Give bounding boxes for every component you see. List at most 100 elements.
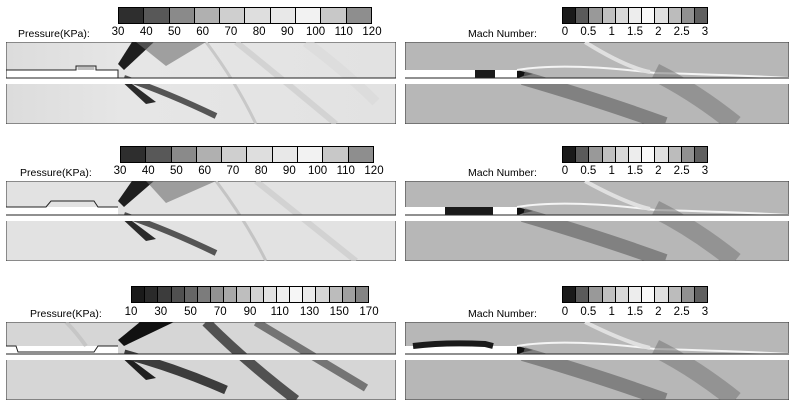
mach-label-1: Mach Number: [468,28,537,40]
colorbar-cell [655,8,669,23]
colorbar-tick-label: 10 [124,306,138,318]
colorbar-tick-label: 1 [608,26,615,38]
mach-ticks-1: 0 0.5 1 1.5 2 2.5 3 [562,26,709,40]
colorbar-cell [303,287,317,302]
colorbar-cell [655,287,669,302]
pressure-panel-1: Pressure(KPa): 30 40 50 60 70 80 90 100 110 120 [0,0,400,133]
colorbar-cell [323,147,349,162]
colorbar-cell [655,147,669,162]
colorbar-cell [146,147,172,162]
colorbar-tick-label: 2.5 [673,165,690,177]
colorbar-cell [222,147,248,162]
pressure-ticks-1: 30 40 50 60 70 80 90 100 110 120 [112,26,382,40]
mach-ticks-2: 0 0.5 1 1.5 2 2.5 3 [561,165,709,179]
mach-colorbar-3 [562,286,708,303]
colorbar-tick-label: 2 [655,306,662,318]
colorbar-tick-label: 40 [141,165,155,177]
colorbar-cell [119,8,145,23]
pressure-panel-2: Pressure(KPa): 30 40 50 60 70 80 90 100 110 120 [0,133,400,266]
colorbar-cell [171,147,197,162]
colorbar-cell [158,287,172,302]
mach-panel-2: Mach Number: 0 0.5 1 1.5 2 2.5 3 [400,133,789,266]
colorbar-cell [197,287,212,302]
colorbar-tick-label: 1.5 [627,26,643,38]
colorbar-tick-label: 110 [336,165,355,177]
colorbar-tick-label: 30 [111,26,125,38]
colorbar-tick-label: 0.5 [580,26,597,38]
colorbar-tick-label: 0.5 [580,165,597,177]
colorbar-tick-label: 170 [359,306,379,318]
colorbar-cell [245,8,271,23]
colorbar-cell [576,147,590,162]
colorbar-tick-label: 120 [362,26,382,38]
pressure-label-2: Pressure(KPa): [20,167,92,179]
colorbar-cell [144,8,170,23]
colorbar-cell [329,287,343,302]
colorbar-cell [602,147,616,162]
colorbar-tick-label: 3 [701,165,709,177]
colorbar-cell [276,287,291,302]
colorbar-tick-label: 0 [561,165,569,177]
pressure-colorbar-1 [118,7,372,24]
colorbar-tick-label: 1.5 [627,165,643,177]
colorbar-cell [642,147,656,162]
colorbar-cell [250,287,264,302]
colorbar-cell [316,287,330,302]
colorbar-tick-label: 80 [254,165,268,177]
colorbar-tick-label: 50 [168,26,181,38]
colorbar-tick-label: 50 [170,165,183,177]
pressure-colorbar-3 [131,286,369,303]
colorbar-tick-label: 30 [154,306,168,318]
mach-colorbar-1 [562,7,708,24]
mach-label-3: Mach Number: [468,308,537,320]
colorbar-tick-label: 70 [226,165,240,177]
colorbar-cell [342,287,356,302]
colorbar-cell [576,8,590,23]
pressure-field-2 [6,181,396,261]
colorbar-tick-label: 2 [655,26,662,38]
colorbar-tick-label: 80 [252,26,266,38]
colorbar-tick-label: 2.5 [673,26,690,38]
colorbar-tick-label: 50 [184,306,197,318]
pressure-ticks-3: 10 30 50 70 90 110 130 150 170 [125,306,379,320]
colorbar-tick-label: 0.5 [580,306,597,318]
colorbar-tick-label: 3 [701,306,709,318]
pressure-colorbar-2 [120,146,374,163]
colorbar-cell [220,8,246,23]
colorbar-cell [628,147,643,162]
pressure-field-3 [6,322,396,400]
colorbar-cell [263,287,277,302]
colorbar-cell [681,287,695,302]
colorbar-tick-label: 2 [655,165,662,177]
colorbar-cell [321,8,347,23]
colorbar-cell [694,147,708,162]
colorbar-cell [694,287,708,302]
colorbar-cell [668,8,682,23]
colorbar-cell [145,287,159,302]
colorbar-cell [290,287,304,302]
colorbar-cell [272,147,299,162]
pressure-label-1: Pressure(KPa): [18,28,90,40]
colorbar-cell [171,287,185,302]
colorbar-tick-label: 90 [282,165,296,177]
colorbar-cell [681,8,695,23]
colorbar-tick-label: 60 [196,26,210,38]
colorbar-cell [615,8,629,23]
colorbar-tick-label: 110 [334,26,353,38]
colorbar-cell [589,8,603,23]
colorbar-tick-label: 3 [701,26,709,38]
colorbar-cell [121,147,147,162]
colorbar-tick-label: 0 [561,306,569,318]
colorbar-cell [668,147,682,162]
colorbar-tick-label: 90 [280,26,294,38]
colorbar-cell [247,147,273,162]
mach-panel-3: Mach Number: 0 0.5 1 1.5 2 2.5 3 [400,266,789,400]
colorbar-cell [576,287,590,302]
colorbar-tick-label: 100 [307,165,328,177]
colorbar-cell [169,8,195,23]
colorbar-cell [296,8,322,23]
colorbar-cell [589,287,603,302]
colorbar-cell [628,8,643,23]
colorbar-tick-label: 60 [198,165,212,177]
colorbar-tick-label: 100 [305,26,326,38]
